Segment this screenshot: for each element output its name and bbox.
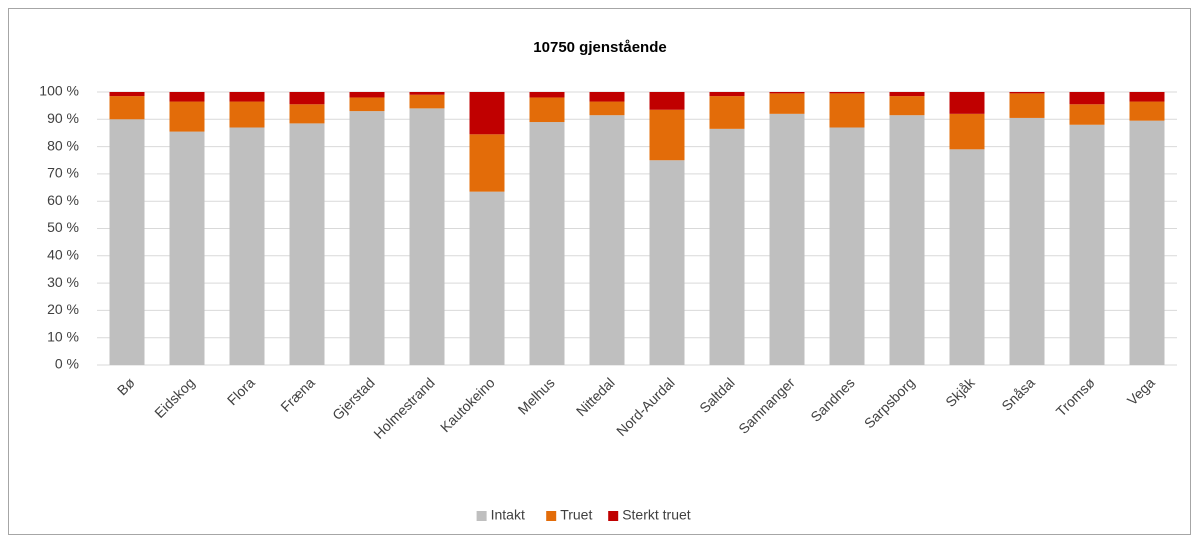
legend-label: Intakt (491, 507, 525, 523)
bar-segment (229, 127, 265, 366)
y-tick-label: 60 % (47, 192, 79, 208)
bar-segment (469, 92, 505, 135)
bar-segment (229, 101, 265, 128)
bar-segment (769, 92, 805, 94)
bar-segment (949, 149, 985, 365)
bar-segment (1129, 92, 1165, 102)
y-tick-label: 30 % (47, 274, 79, 290)
bar-segment (349, 111, 385, 365)
bar-segment (529, 122, 565, 365)
bar-segment (709, 128, 745, 365)
bar-segment (589, 115, 625, 365)
bar-segment (709, 96, 745, 129)
bar-segment (1009, 92, 1045, 94)
bar-segment (1129, 101, 1165, 121)
bar-segment (709, 92, 745, 97)
bar-segment (289, 123, 325, 366)
legend-swatch (476, 511, 487, 521)
bar-segment (829, 93, 865, 128)
y-tick-label: 20 % (47, 301, 79, 317)
bar-segment (349, 97, 385, 112)
legend-swatch (546, 511, 557, 521)
legend-swatch (608, 511, 619, 521)
bar-segment (109, 119, 145, 365)
bar-segment (529, 92, 565, 98)
bar-segment (469, 134, 505, 192)
bar-segment (949, 113, 985, 150)
bar-segment (1069, 104, 1105, 125)
bar-segment (1009, 117, 1045, 365)
bar-segment (889, 92, 925, 97)
bar-segment (949, 92, 985, 114)
bar-segment (589, 101, 625, 116)
bar-segment (109, 96, 145, 120)
bar-segment (169, 131, 205, 365)
bar-segment (169, 101, 205, 132)
legend-label: Truet (560, 507, 592, 523)
bar-segment (409, 108, 445, 365)
bar-segment (649, 109, 685, 161)
y-tick-label: 50 % (47, 219, 79, 235)
y-tick-label: 0 % (55, 356, 79, 372)
bar-segment (649, 92, 685, 110)
y-tick-label: 70 % (47, 165, 79, 181)
bar-segment (1069, 92, 1105, 105)
bar-segment (169, 92, 205, 102)
bar-segment (829, 92, 865, 94)
y-tick-label: 80 % (47, 137, 79, 153)
y-tick-label: 40 % (47, 247, 79, 263)
bar-segment (1129, 120, 1165, 365)
bar-segment (649, 160, 685, 365)
y-tick-label: 90 % (47, 110, 79, 126)
bar-segment (889, 115, 925, 365)
bar-segment (409, 94, 445, 109)
bar-segment (1069, 124, 1105, 365)
legend-label: Sterkt truet (622, 507, 691, 523)
y-tick-label: 100 % (39, 83, 79, 99)
bar-segment (289, 92, 325, 105)
y-tick-label: 10 % (47, 328, 79, 344)
bar-segment (1009, 93, 1045, 118)
bar-segment (529, 97, 565, 123)
bar-segment (889, 96, 925, 116)
bar-segment (229, 92, 265, 102)
bar-segment (769, 113, 805, 365)
bar-segment (469, 191, 505, 365)
bar-segment (589, 92, 625, 102)
bar-segment (109, 92, 145, 97)
bar-segment (349, 92, 385, 98)
chart-title: 10750 gjenstående (533, 39, 666, 56)
bar-segment (289, 104, 325, 124)
bar-segment (829, 127, 865, 366)
bar-segment (769, 93, 805, 114)
bar-segment (409, 92, 445, 95)
